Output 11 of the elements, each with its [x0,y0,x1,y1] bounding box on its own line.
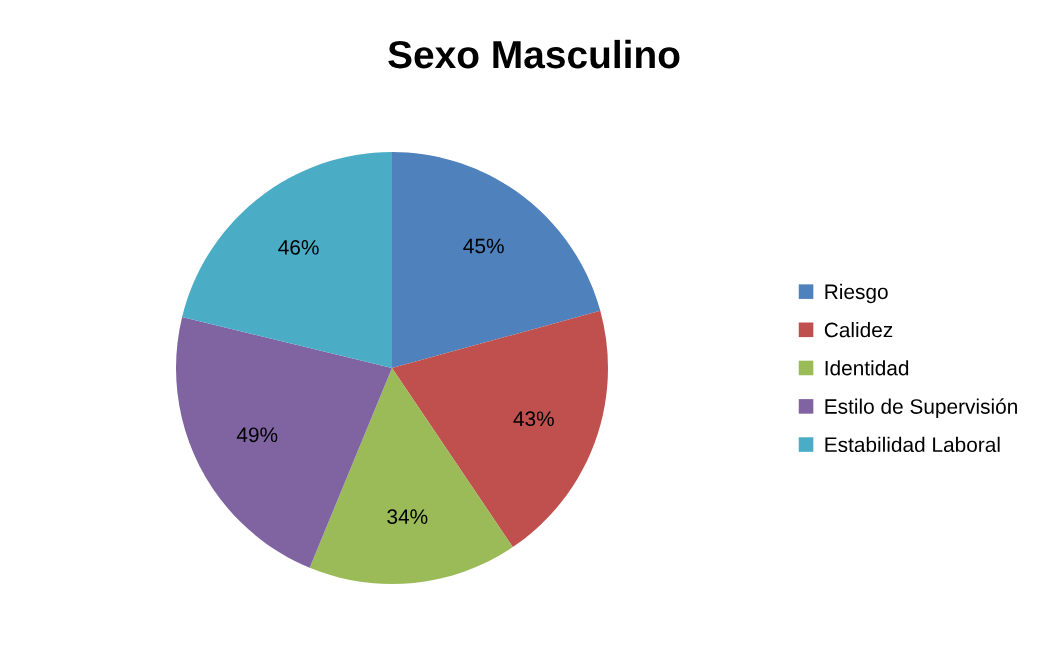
chart-title: Sexo Masculino [388,39,680,69]
legend-label: Estilo de Supervisión [825,398,1017,418]
data-label: 45% [463,238,504,254]
legend-label: Riesgo [825,283,888,304]
data-label: 34% [387,509,428,525]
legend-label: Calidez [824,322,893,338]
legend-label: Estabilidad Laboral [825,436,1000,453]
data-label: 49% [236,427,278,443]
legend-label: Identidad [825,360,909,376]
data-label: 46% [278,239,319,255]
data-label: 43% [513,411,554,427]
